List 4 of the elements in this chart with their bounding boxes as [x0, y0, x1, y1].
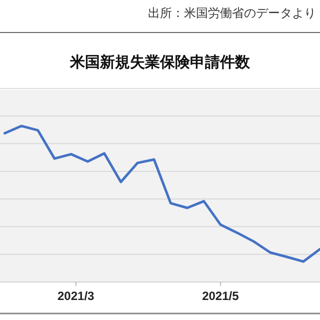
x-tick-label: 2021/3	[58, 289, 95, 303]
x-tick-label: 2021/5	[202, 289, 240, 303]
chart-title: 米国新規失業保険申請件数	[69, 53, 251, 71]
text: 出所：米国労働省のデータより	[148, 6, 316, 20]
